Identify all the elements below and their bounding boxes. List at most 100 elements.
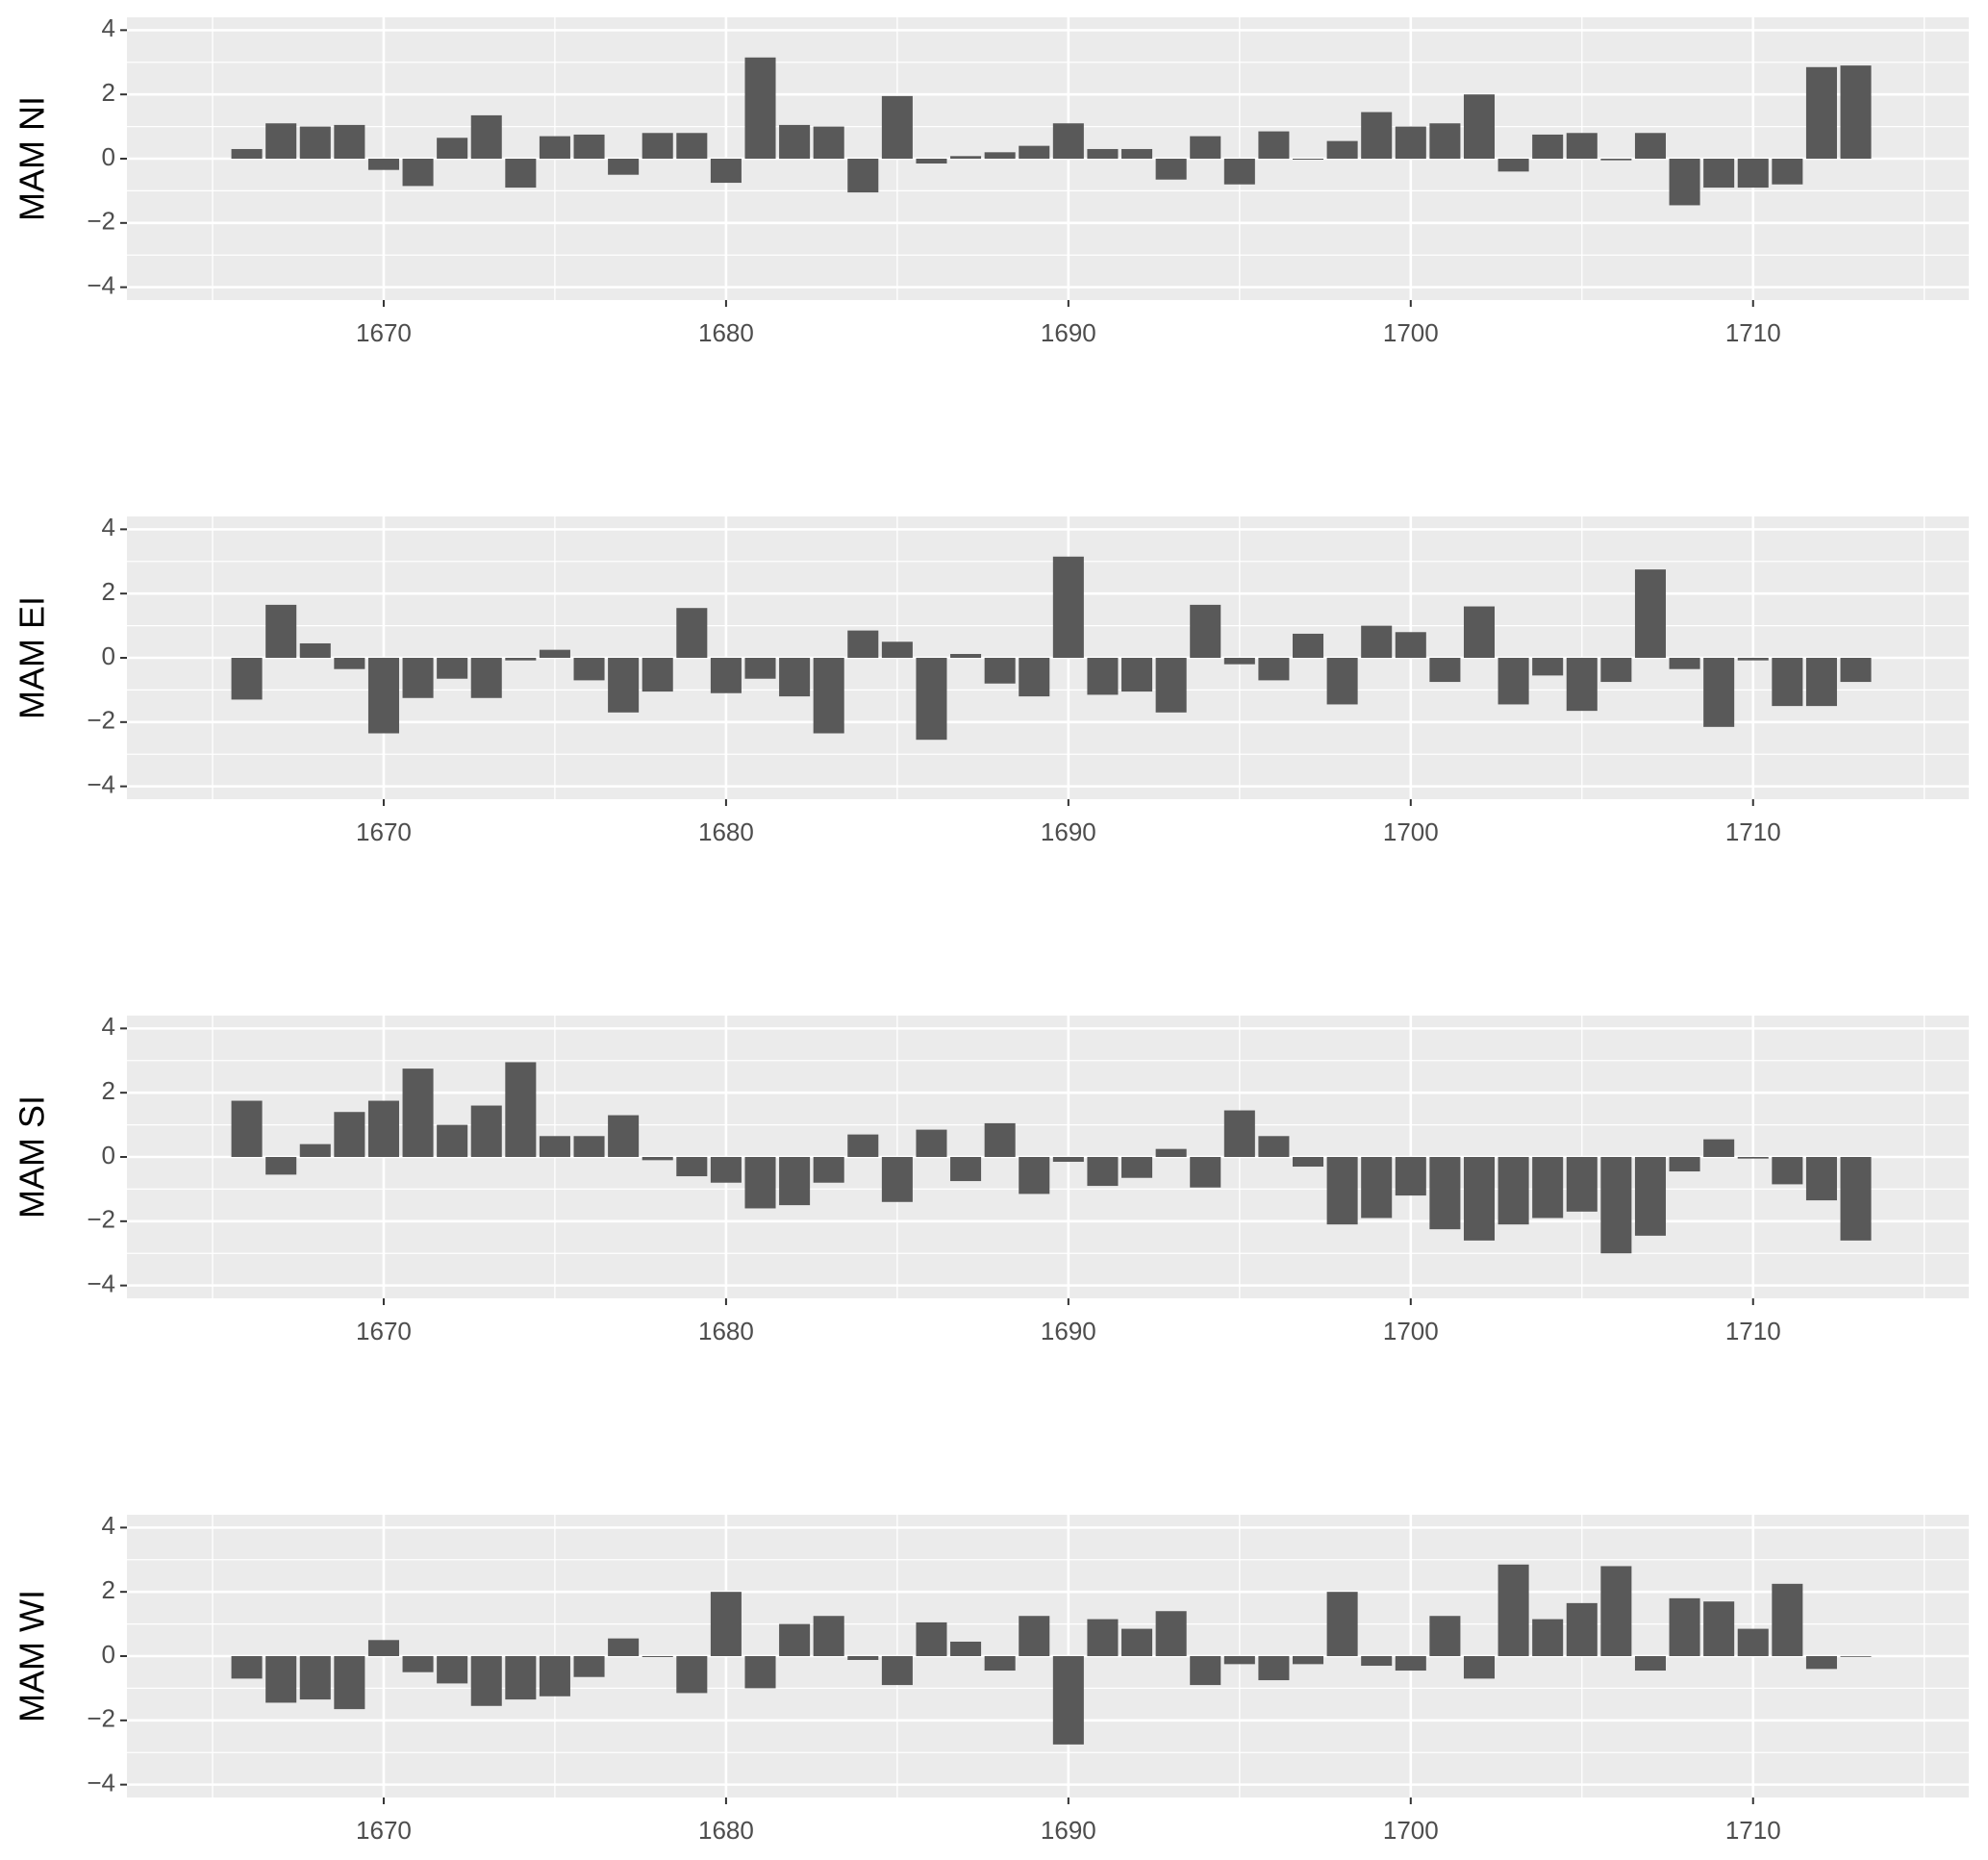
bar xyxy=(1703,1139,1735,1157)
bar xyxy=(1293,1157,1324,1168)
bar xyxy=(231,148,263,159)
bar xyxy=(1293,159,1324,161)
bar xyxy=(1429,1616,1461,1656)
bar xyxy=(1223,1656,1255,1665)
bar xyxy=(1669,1157,1700,1172)
bar xyxy=(847,159,879,193)
bar xyxy=(1155,1611,1187,1656)
bar xyxy=(470,1105,502,1157)
bar xyxy=(1634,1656,1666,1671)
bar xyxy=(1669,1597,1700,1656)
bar xyxy=(334,1656,365,1710)
bar xyxy=(1019,145,1050,159)
bar xyxy=(1223,1110,1255,1157)
bar xyxy=(813,126,844,159)
bar xyxy=(1190,1157,1221,1188)
bar xyxy=(437,138,468,159)
y-tick-label: −2 xyxy=(87,1205,115,1234)
bar xyxy=(1566,133,1598,159)
bar xyxy=(744,1656,776,1689)
bar xyxy=(265,123,297,159)
bar xyxy=(539,649,570,658)
bar xyxy=(539,1136,570,1157)
bar xyxy=(539,1656,570,1697)
bar xyxy=(642,1157,673,1161)
bar xyxy=(334,1112,365,1157)
bar xyxy=(1840,658,1872,683)
bar xyxy=(710,658,742,693)
x-tick-label: 1670 xyxy=(356,817,412,846)
bar xyxy=(813,658,844,734)
bar xyxy=(1772,1583,1803,1656)
bar xyxy=(676,1157,708,1177)
bar xyxy=(1361,112,1393,159)
bar xyxy=(779,1157,811,1206)
bar xyxy=(779,124,811,159)
x-tick-label: 1700 xyxy=(1383,817,1439,846)
bar xyxy=(1737,1628,1769,1656)
bar xyxy=(1019,1616,1050,1656)
bar xyxy=(1429,123,1461,159)
bar xyxy=(984,1656,1016,1671)
bar xyxy=(1429,658,1461,683)
bar xyxy=(1566,1602,1598,1656)
bar xyxy=(1190,1656,1221,1686)
x-tick-label: 1690 xyxy=(1041,817,1096,846)
bar xyxy=(265,1656,297,1703)
bar xyxy=(505,658,537,661)
bar xyxy=(1155,658,1187,713)
bar xyxy=(1155,1148,1187,1157)
bar xyxy=(402,159,434,187)
y-tick-label: −2 xyxy=(87,207,115,236)
bar xyxy=(1566,1157,1598,1212)
bar xyxy=(916,658,947,741)
bar xyxy=(367,1640,399,1656)
bar xyxy=(881,1157,913,1202)
y-axis-label: MAM WI xyxy=(13,1590,52,1722)
bar xyxy=(1634,1157,1666,1236)
bar xyxy=(573,1136,605,1157)
bar xyxy=(1121,148,1153,159)
bar xyxy=(1087,1157,1119,1187)
x-tick-label: 1690 xyxy=(1041,1816,1096,1845)
bar xyxy=(1463,94,1496,159)
bar xyxy=(847,1656,879,1661)
bar xyxy=(1293,1656,1324,1665)
bar xyxy=(299,642,331,658)
bar xyxy=(231,1100,263,1157)
y-tick-label: 2 xyxy=(102,78,115,107)
bar xyxy=(231,1656,263,1679)
x-tick-label: 1680 xyxy=(698,1317,754,1345)
bar xyxy=(334,658,365,669)
x-tick-label: 1670 xyxy=(356,318,412,347)
y-tick-label: −4 xyxy=(87,1269,115,1298)
bar xyxy=(1532,1157,1564,1219)
bar xyxy=(1703,1601,1735,1656)
bar xyxy=(1497,159,1529,172)
bar xyxy=(642,1656,673,1658)
bar xyxy=(1463,1656,1496,1679)
bar xyxy=(1293,633,1324,658)
bar xyxy=(1121,1628,1153,1656)
y-tick-label: 4 xyxy=(102,13,115,42)
bar xyxy=(1669,159,1700,206)
y-tick-label: 4 xyxy=(102,1012,115,1041)
bar xyxy=(1497,658,1529,705)
x-tick-label: 1710 xyxy=(1725,1317,1781,1345)
y-tick-label: −4 xyxy=(87,1769,115,1797)
x-tick-label: 1680 xyxy=(698,318,754,347)
bar xyxy=(1463,1157,1496,1241)
bar xyxy=(470,1656,502,1706)
bar xyxy=(608,159,640,175)
bar xyxy=(470,114,502,159)
bar xyxy=(402,1656,434,1672)
bar xyxy=(367,159,399,170)
bar xyxy=(881,95,913,159)
bar xyxy=(1703,159,1735,189)
bar xyxy=(437,658,468,679)
bar xyxy=(1052,1157,1084,1163)
y-axis-label: MAM NI xyxy=(13,96,52,221)
bar xyxy=(779,1623,811,1656)
bar xyxy=(1840,1157,1872,1241)
